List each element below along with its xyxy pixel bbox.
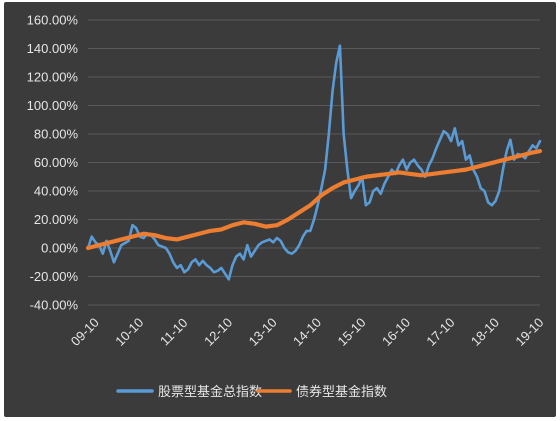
x-tick-label: 09-10 (68, 315, 102, 349)
y-tick-label: 160.00% (27, 13, 79, 28)
y-tick-label: 120.00% (27, 70, 79, 85)
legend: 股票型基金总指数 债券型基金指数 (116, 384, 387, 400)
legend-label-1: 股票型基金总指数 (158, 384, 262, 400)
y-tick-label: 80.00% (34, 127, 79, 142)
y-tick-label: -20.00% (30, 269, 79, 284)
x-tick-label: 13-10 (246, 315, 280, 349)
x-tick-label: 18-10 (468, 315, 502, 349)
x-tick-label: 14-10 (290, 315, 324, 349)
y-tick-label: 20.00% (34, 212, 79, 227)
series-group (85, 44, 543, 281)
y-tick-label: 60.00% (34, 155, 79, 170)
y-axis-ticks: 160.00% 140.00% 120.00% 100.00% 80.00% 60.00%… (27, 13, 79, 313)
legend-label-2: 债券型基金指数 (296, 384, 387, 400)
x-tick-label: 16-10 (379, 315, 413, 349)
series-line-2 (85, 149, 543, 251)
chart-panel (4, 2, 556, 417)
x-tick-label: 12-10 (201, 315, 235, 349)
y-tick-label: -40.00% (30, 298, 79, 313)
y-tick-label: 40.00% (34, 184, 79, 199)
y-tick-label: 0.00% (41, 241, 78, 256)
y-tick-label: 100.00% (27, 98, 79, 113)
x-tick-label: 15-10 (335, 315, 369, 349)
x-tick-label: 11-10 (157, 315, 190, 348)
x-axis-ticks: 09-10 10-10 11-10 12-10 13-10 14-10 15-10 16-10… (68, 315, 547, 349)
x-tick-label: 17-10 (423, 315, 457, 349)
x-tick-label: 10-10 (112, 315, 146, 349)
series-line-1 (86, 44, 542, 281)
x-tick-label: 19-10 (512, 315, 546, 349)
y-tick-label: 140.00% (27, 41, 79, 56)
